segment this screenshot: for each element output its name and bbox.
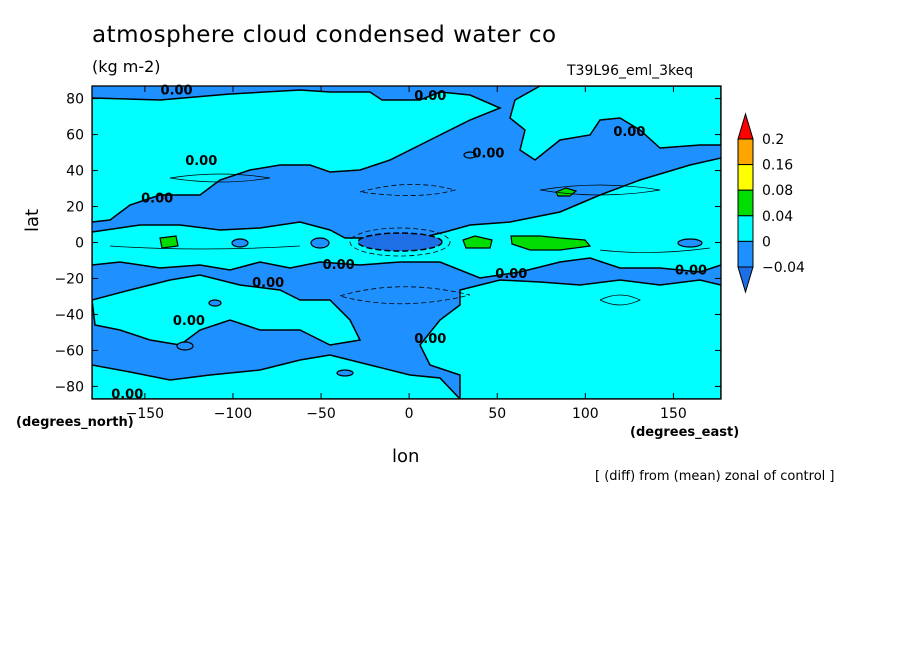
colorbar: −0.04 0 0.04 0.08 0.16 0.2 <box>737 112 805 294</box>
x-tick-label: 100 <box>572 406 599 422</box>
x-tick-label: −50 <box>306 406 336 422</box>
contour-label: 0.00 <box>472 147 504 162</box>
contour-label: 0.00 <box>323 258 355 273</box>
run-label: T39L96_eml_3keq <box>567 63 694 79</box>
region-high-mid <box>462 235 493 249</box>
region-southern-ocean <box>92 354 462 399</box>
contour-dashed-north <box>359 184 457 196</box>
y-axis: 80 60 40 20 0 −20 −40 −60 −80 <box>54 92 721 395</box>
y-tick-label: 40 <box>66 164 84 180</box>
x-axis-title: lon <box>392 446 420 467</box>
region-arctic-east <box>509 86 721 161</box>
contour-dashed-south <box>338 286 471 305</box>
colorbar-label: 0.04 <box>762 209 793 225</box>
y-tick-label: −80 <box>54 379 84 395</box>
colorbar-bin <box>737 138 754 166</box>
region-high-west <box>159 235 179 249</box>
y-tick-label: 80 <box>66 92 84 108</box>
y-tick-label: 0 <box>75 236 84 252</box>
region-south-mid <box>92 274 362 346</box>
region-north-pacific <box>92 89 502 223</box>
colorbar-above <box>737 112 754 140</box>
colorbar-label: 0.08 <box>762 183 793 199</box>
high-regions <box>159 187 592 251</box>
contour-label: 0.00 <box>173 314 205 329</box>
contour-label: 0.00 <box>161 84 193 99</box>
contour-label: 0.00 <box>414 332 446 347</box>
colorbar-bin <box>737 240 754 268</box>
y-tick-label: −20 <box>54 271 84 287</box>
colorbar-label: 0.16 <box>762 158 793 174</box>
contour-dashed-core <box>349 227 451 257</box>
colorbar-below <box>737 266 754 294</box>
y-unit-label: (degrees_north) <box>16 415 134 430</box>
colorbar-bin <box>737 215 754 242</box>
negative-islands <box>176 151 703 377</box>
region-south-east <box>419 279 721 399</box>
y-tick-label: 20 <box>66 200 84 216</box>
x-tick-label: −150 <box>126 406 164 422</box>
x-tick-label: 50 <box>488 406 506 422</box>
units-label: (kg m-2) <box>92 57 161 76</box>
y-tick-label: −40 <box>54 307 84 323</box>
thin-contours <box>109 173 711 306</box>
x-tick-label: −100 <box>214 406 252 422</box>
y-tick-label: 60 <box>66 128 84 144</box>
y-tick-label: −60 <box>54 343 84 359</box>
colorbar-bin <box>737 189 754 217</box>
contour-label: 0.00 <box>252 276 284 291</box>
contour-label: 0.00 <box>613 125 645 140</box>
y-axis-title: lat <box>22 208 43 232</box>
colorbar-label: 0.2 <box>762 132 784 148</box>
x-tick-label: 0 <box>405 406 414 422</box>
x-unit-label: (degrees_east) <box>630 425 740 440</box>
colorbar-bin <box>737 164 754 191</box>
chart-title: atmosphere cloud condensed water co <box>92 22 557 48</box>
contour-label: 0.00 <box>141 192 173 207</box>
contour-label: 0.00 <box>185 154 217 169</box>
colorbar-label: −0.04 <box>762 260 805 276</box>
contour-label: 0.00 <box>414 89 446 104</box>
colorbar-label: 0 <box>762 234 771 250</box>
contour-label: 0.00 <box>111 388 143 403</box>
contour-label: 0.00 <box>495 267 527 282</box>
x-axis: −150 −100 −50 0 50 100 150 <box>126 86 687 422</box>
contour-label: 0.00 <box>675 263 707 278</box>
region-negative-core <box>357 232 443 252</box>
contour-labels: 0.00 0.00 0.00 0.00 0.00 0.00 0.00 0.00 0.00 0.00… <box>111 84 707 403</box>
x-tick-label: 150 <box>660 406 687 422</box>
footnote: [ (diff) from (mean) zonal of control ] <box>595 469 835 484</box>
region-high-east <box>510 235 592 251</box>
